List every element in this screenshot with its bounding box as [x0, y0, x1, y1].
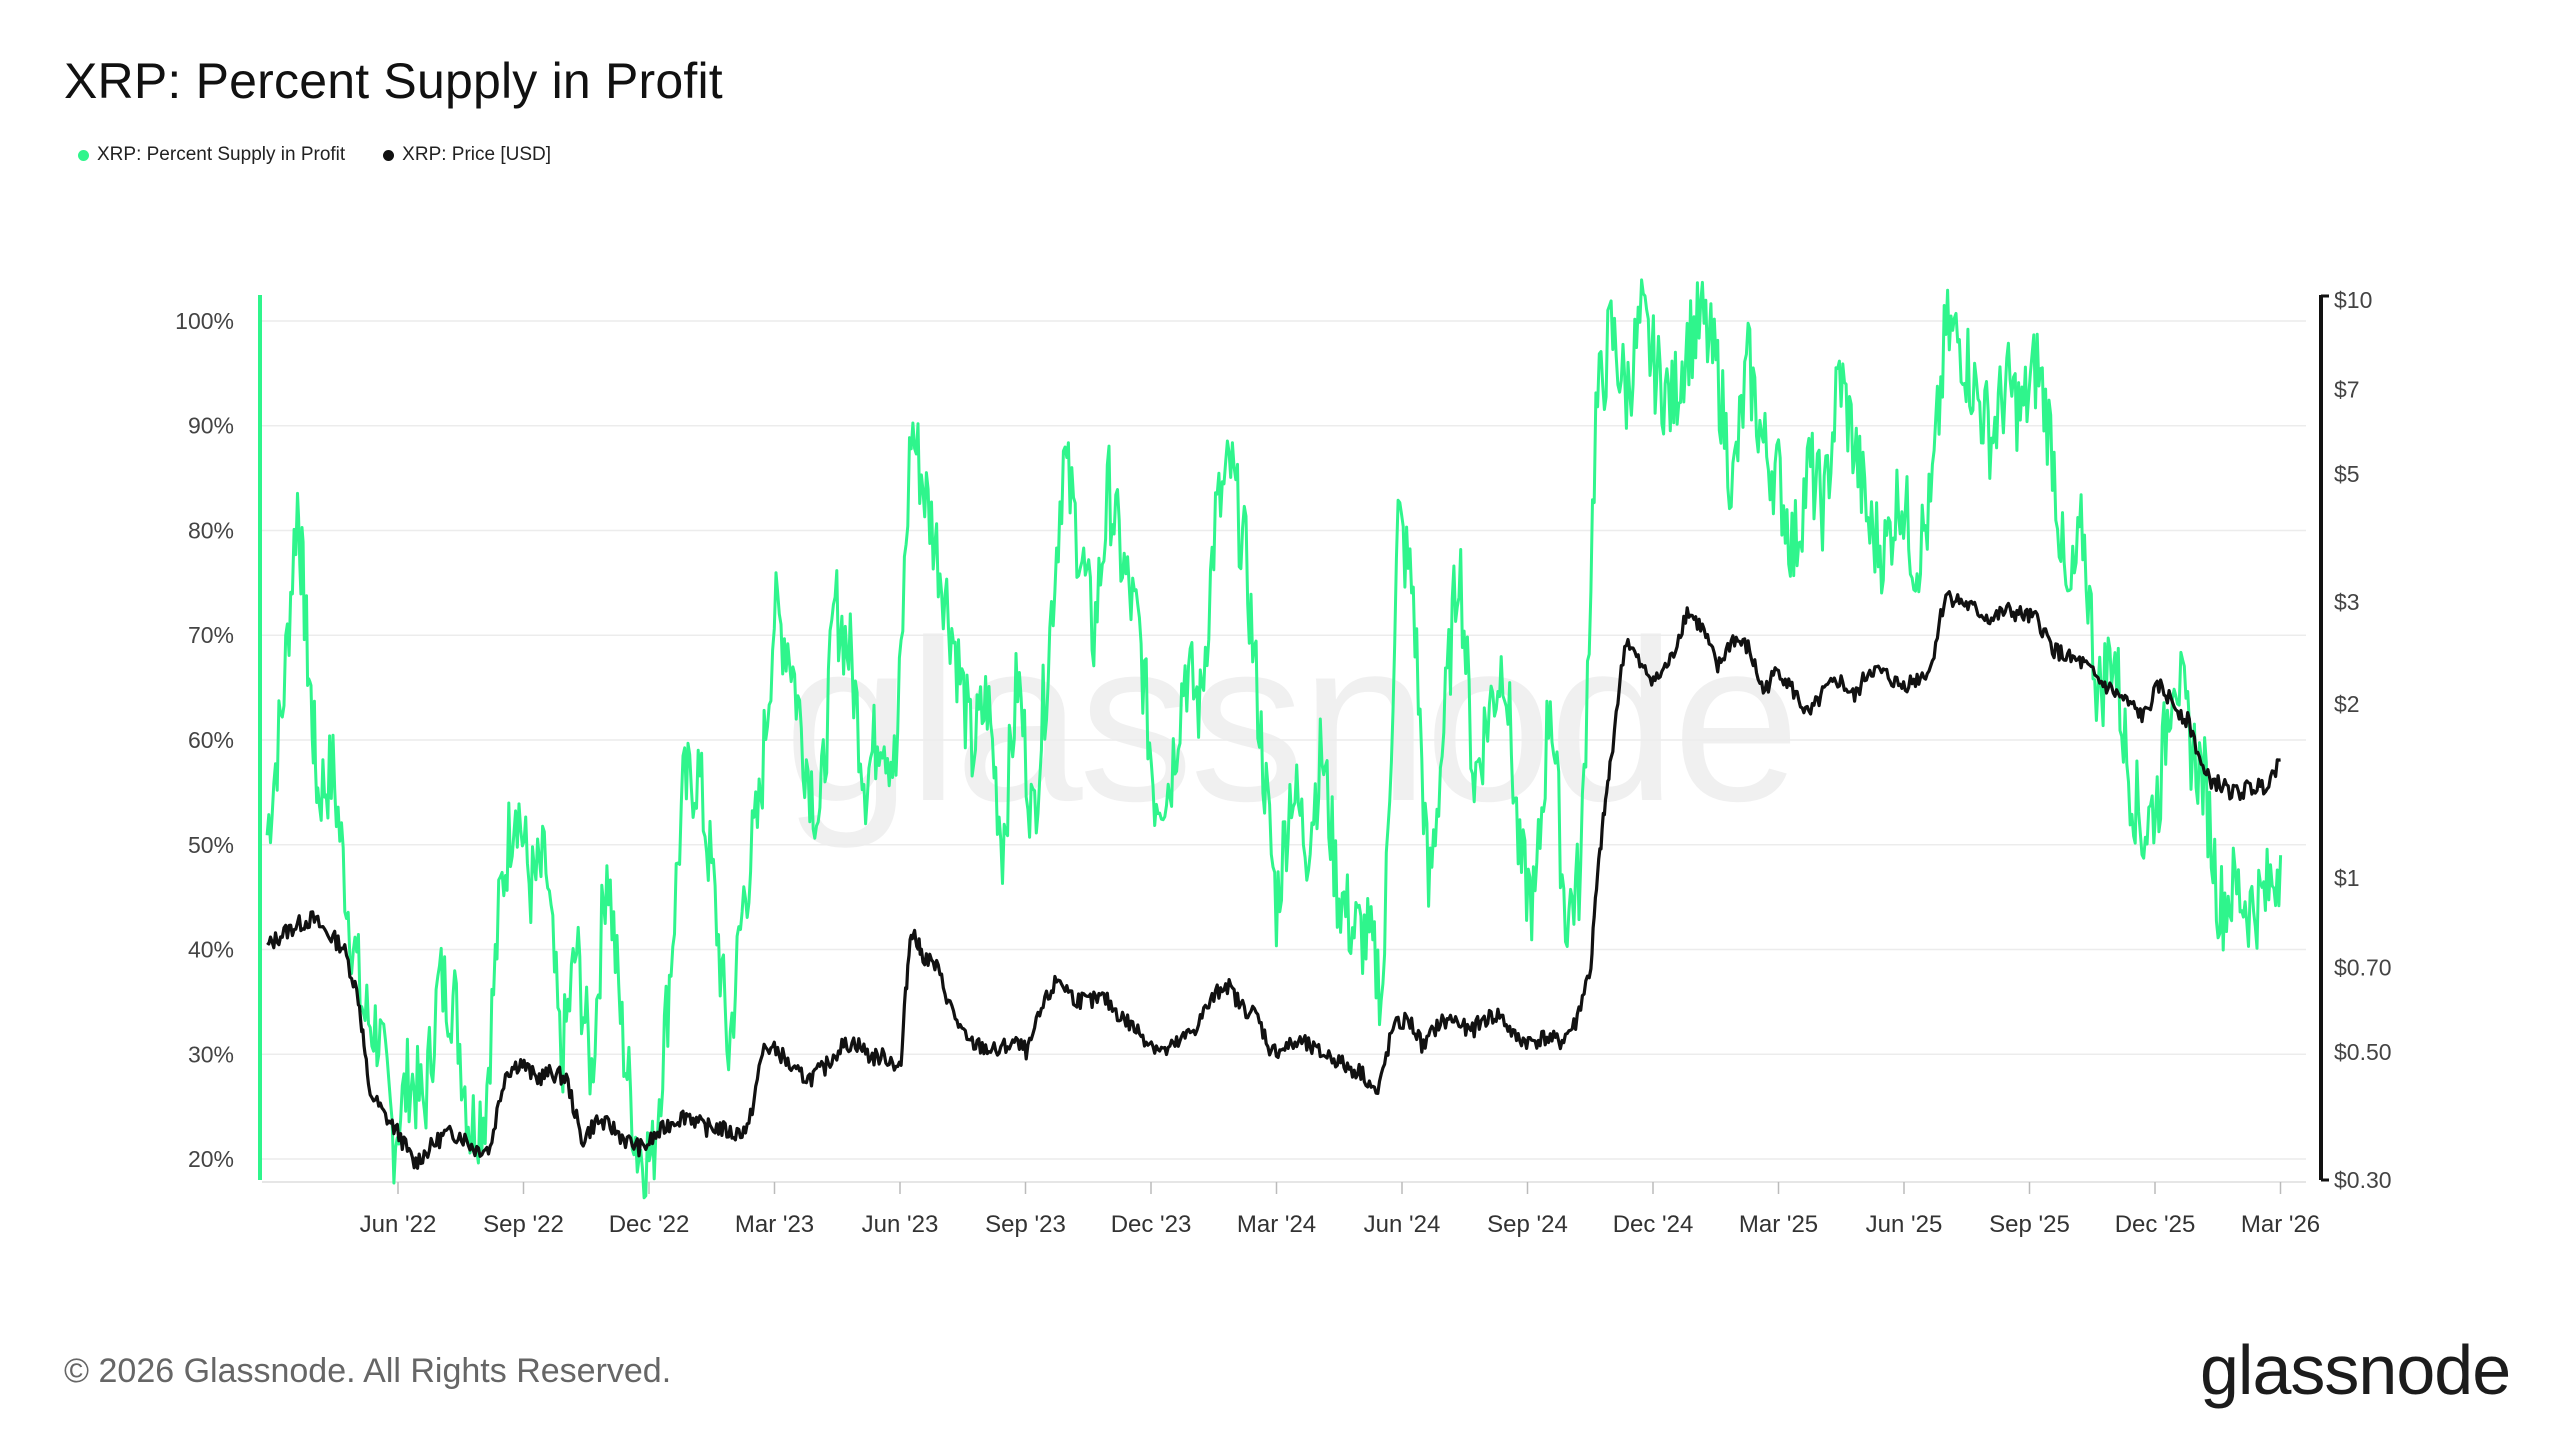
x-tick-label: Mar '24	[1237, 1211, 1316, 1238]
x-tick-label: Dec '25	[2115, 1211, 2196, 1238]
x-tick-label: Jun '24	[1364, 1211, 1441, 1238]
chart-title: XRP: Percent Supply in Profit	[64, 53, 723, 109]
y-right-tick-label: $0.30	[2334, 1167, 2392, 1193]
x-tick-label: Dec '24	[1613, 1211, 1694, 1238]
y-right-tick-label: $10	[2334, 287, 2372, 313]
y-left-tick-label: 40%	[188, 937, 234, 963]
legend-dot-green-icon	[78, 149, 89, 161]
series-line-supply-in-profit	[265, 278, 2283, 1200]
x-tick-label: Mar '23	[735, 1211, 814, 1238]
y-right-tick-label: $3	[2334, 589, 2360, 615]
x-tick-label: Mar '25	[1739, 1211, 1818, 1238]
y-right-tick-label: $1	[2334, 865, 2360, 891]
x-tick-label: Sep '23	[985, 1211, 1066, 1238]
y-right-tick-label: $5	[2334, 461, 2360, 487]
y-left-tick-label: 90%	[188, 413, 234, 439]
x-tick-label: Jun '23	[862, 1211, 939, 1238]
x-tick-label: Dec '23	[1111, 1211, 1192, 1238]
y-left-tick-label: 60%	[188, 727, 234, 753]
x-axis: Jun '22 Sep '22 Dec '22 Mar '23 Jun '23 Sep '…	[262, 1181, 2320, 1238]
series-line-price	[266, 590, 2281, 1170]
y-right-tick-label: $0.50	[2334, 1039, 2392, 1065]
y-axis-right: $0.30 $0.50 $0.70 $1 $2 $3 $5 $7 $10	[2319, 287, 2392, 1193]
y-left-tick-label: 50%	[188, 832, 234, 858]
legend-label-price: XRP: Price [USD]	[402, 144, 552, 165]
y-left-tick-label: 100%	[175, 308, 234, 334]
y-left-tick-label: 20%	[188, 1146, 234, 1172]
legend-item-price[interactable]: XRP: Price [USD]	[383, 144, 551, 166]
y-left-tick-label: 80%	[188, 517, 234, 543]
gridlines	[262, 320, 2306, 1160]
x-tick-label: Sep '25	[1989, 1211, 2070, 1238]
y-right-tick-label: $0.70	[2334, 954, 2392, 980]
x-tick-label: Mar '26	[2241, 1211, 2320, 1238]
x-tick-label: Jun '25	[1866, 1211, 1943, 1238]
legend-item-supply-in-profit[interactable]: XRP: Percent Supply in Profit	[78, 144, 345, 166]
y-axis-left: 20% 30% 40% 50% 60% 70% 80% 90% 100%	[175, 295, 262, 1180]
series-layer	[265, 278, 2283, 1200]
y-left-tick-label: 70%	[188, 622, 234, 648]
x-tick-label: Sep '22	[483, 1211, 564, 1238]
copyright-footer: © 2026 Glassnode. All Rights Reserved.	[64, 1352, 672, 1390]
legend-label-supply-in-profit: XRP: Percent Supply in Profit	[97, 144, 346, 165]
y-right-tick-label: $2	[2334, 691, 2360, 717]
y-left-tick-label: 30%	[188, 1041, 234, 1067]
glassnode-logo: glassnode	[2200, 1331, 2511, 1409]
legend-dot-black-icon	[383, 149, 395, 161]
x-tick-label: Jun '22	[360, 1211, 437, 1238]
legend: XRP: Percent Supply in Profit XRP: Price…	[78, 144, 551, 166]
x-tick-label: Sep '24	[1487, 1211, 1568, 1238]
y-right-tick-label: $7	[2334, 377, 2360, 403]
x-tick-label: Dec '22	[609, 1211, 690, 1238]
